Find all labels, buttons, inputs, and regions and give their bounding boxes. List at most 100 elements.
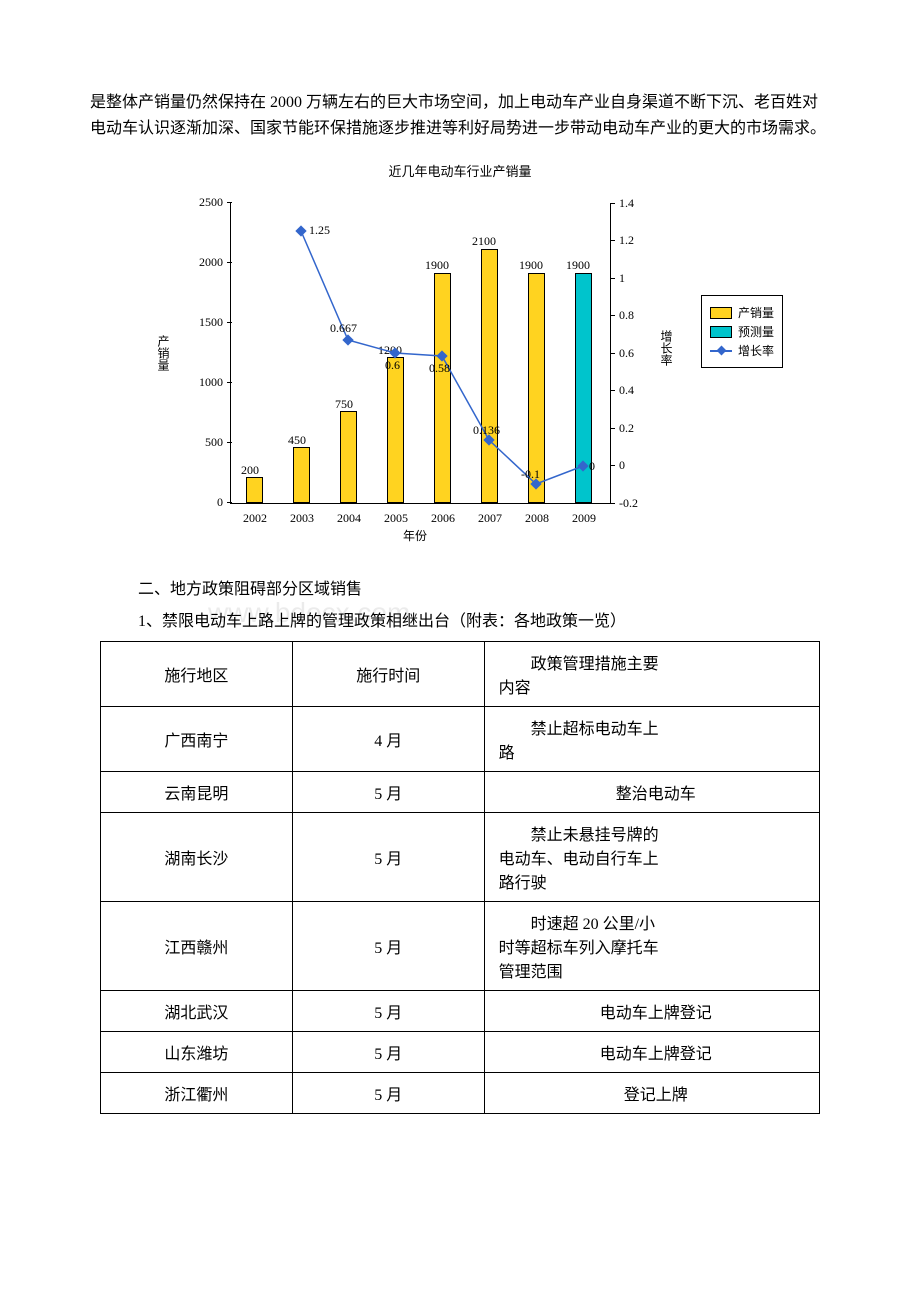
section-2-1-heading: www.bdocx.com 1、禁限电动车上路上牌的管理政策相继出台（附表：各地… <box>138 607 830 631</box>
table-row: 浙江衢州 5 月 登记上牌 <box>101 1073 820 1114</box>
cell-region: 浙江衢州 <box>101 1073 293 1114</box>
line-label: 0.58 <box>429 361 450 376</box>
y-right-tick: 1.4 <box>619 196 634 211</box>
cell-time: 5 月 <box>292 813 484 902</box>
bar-label: 1900 <box>519 258 543 273</box>
bar-label: 1900 <box>425 258 449 273</box>
cell-region: 山东潍坊 <box>101 1032 293 1073</box>
legend-line-icon <box>710 350 732 352</box>
legend-label: 增长率 <box>738 342 774 359</box>
legend-item-sales: 产销量 <box>710 304 774 321</box>
cell-time: 5 月 <box>292 902 484 991</box>
y-left-tick: 2000 <box>193 255 223 270</box>
table-header-row: 施行地区 施行时间 政策管理措施主要 内容 <box>101 642 820 707</box>
legend-item-forecast: 预测量 <box>710 323 774 340</box>
cell-policy: 电动车上牌登记 <box>484 1032 819 1073</box>
bar-label: 200 <box>241 463 259 478</box>
chart-box: 产销量 增长率 年份 0 500 1000 1500 2000 2500 -0.… <box>155 195 765 545</box>
policy-table: 施行地区 施行时间 政策管理措施主要 内容 广西南宁 4 月 禁止超标电动车上 … <box>100 641 820 1114</box>
cell-policy: 登记上牌 <box>484 1073 819 1114</box>
line-label: 0.6 <box>385 358 400 373</box>
bar-2004 <box>340 411 357 503</box>
line-label: 1.25 <box>309 223 330 238</box>
legend-item-growth: 增长率 <box>710 342 774 359</box>
cell-region: 广西南宁 <box>101 707 293 772</box>
table-row: 湖北武汉 5 月 电动车上牌登记 <box>101 991 820 1032</box>
plot-area: 0 500 1000 1500 2000 2500 -0.2 0 0.2 0.4… <box>230 203 611 504</box>
y-right-tick: -0.2 <box>619 496 638 511</box>
x-tick: 2005 <box>376 511 416 526</box>
cell-region: 江西赣州 <box>101 902 293 991</box>
chart-legend: 产销量 预测量 增长率 <box>701 295 783 368</box>
cell-policy: 时速超 20 公里/小 时等超标车列入摩托车 管理范围 <box>484 902 819 991</box>
legend-label: 预测量 <box>738 323 774 340</box>
x-tick: 2006 <box>423 511 463 526</box>
cell-time: 5 月 <box>292 1032 484 1073</box>
x-tick: 2007 <box>470 511 510 526</box>
x-tick: 2009 <box>564 511 604 526</box>
table-row: 广西南宁 4 月 禁止超标电动车上 路 <box>101 707 820 772</box>
cell-region: 湖北武汉 <box>101 991 293 1032</box>
y-right-tick: 1 <box>619 271 625 286</box>
y-right-tick: 0.4 <box>619 383 634 398</box>
legend-label: 产销量 <box>738 304 774 321</box>
table-row: 湖南长沙 5 月 禁止未悬挂号牌的 电动车、电动自行车上 路行驶 <box>101 813 820 902</box>
cell-policy: 电动车上牌登记 <box>484 991 819 1032</box>
bar-2006 <box>434 273 451 503</box>
y-right-tick: 0.2 <box>619 421 634 436</box>
bar-label: 2100 <box>472 234 496 249</box>
y-right-tick: 0 <box>619 458 625 473</box>
y-right-tick: 1.2 <box>619 233 634 248</box>
bar-2005 <box>387 357 404 503</box>
line-label: 0.136 <box>473 423 500 438</box>
cell-time: 5 月 <box>292 1073 484 1114</box>
y-right-tick: 0.8 <box>619 308 634 323</box>
cell-time: 4 月 <box>292 707 484 772</box>
header-policy: 政策管理措施主要 内容 <box>484 642 819 707</box>
line-point <box>295 226 306 237</box>
cell-time: 5 月 <box>292 772 484 813</box>
y-left-tick: 1000 <box>193 375 223 390</box>
section-2-heading: 二、地方政策阻碍部分区域销售 <box>138 575 830 599</box>
growth-line <box>231 203 611 503</box>
subheading-text: 1、禁限电动车上路上牌的管理政策相继出台（附表：各地政策一览） <box>138 613 626 630</box>
y-left-tick: 1500 <box>193 315 223 330</box>
x-tick: 2008 <box>517 511 557 526</box>
table-row: 山东潍坊 5 月 电动车上牌登记 <box>101 1032 820 1073</box>
bar-label: 1900 <box>566 258 590 273</box>
y-left-tick: 2500 <box>193 195 223 210</box>
cell-region: 湖南长沙 <box>101 813 293 902</box>
y-right-tick: 0.6 <box>619 346 634 361</box>
table-row: 云南昆明 5 月 整治电动车 <box>101 772 820 813</box>
header-time: 施行时间 <box>292 642 484 707</box>
bar-label: 750 <box>335 397 353 412</box>
bar-2003 <box>293 447 310 503</box>
y-left-tick: 0 <box>193 495 223 510</box>
legend-swatch-icon <box>710 307 732 319</box>
cell-time: 5 月 <box>292 991 484 1032</box>
x-tick: 2003 <box>282 511 322 526</box>
x-axis-label: 年份 <box>403 527 427 544</box>
bar-2002 <box>246 477 263 503</box>
line-point <box>342 335 353 346</box>
cell-region: 云南昆明 <box>101 772 293 813</box>
legend-swatch-icon <box>710 326 732 338</box>
line-label: 0.667 <box>330 321 357 336</box>
header-region: 施行地区 <box>101 642 293 707</box>
chart-title: 近几年电动车行业产销量 <box>388 161 531 180</box>
x-tick: 2002 <box>235 511 275 526</box>
y-left-axis-label: 产销量 <box>155 335 172 371</box>
cell-policy: 禁止未悬挂号牌的 电动车、电动自行车上 路行驶 <box>484 813 819 902</box>
intro-paragraph: 是整体产销量仍然保持在 2000 万辆左右的巨大市场空间，加上电动车产业自身渠道… <box>90 90 830 141</box>
cell-policy: 禁止超标电动车上 路 <box>484 707 819 772</box>
cell-policy: 整治电动车 <box>484 772 819 813</box>
line-label: 0 <box>589 459 595 474</box>
bar-2007 <box>481 249 498 503</box>
line-label: -0.1 <box>521 467 540 482</box>
bar-label: 450 <box>288 433 306 448</box>
y-left-tick: 500 <box>193 435 223 450</box>
x-tick: 2004 <box>329 511 369 526</box>
table-row: 江西赣州 5 月 时速超 20 公里/小 时等超标车列入摩托车 管理范围 <box>101 902 820 991</box>
y-right-axis-label: 增长率 <box>658 330 675 366</box>
chart-container: 近几年电动车行业产销量 产销量 增长率 年份 0 500 1000 1500 2… <box>90 161 830 545</box>
